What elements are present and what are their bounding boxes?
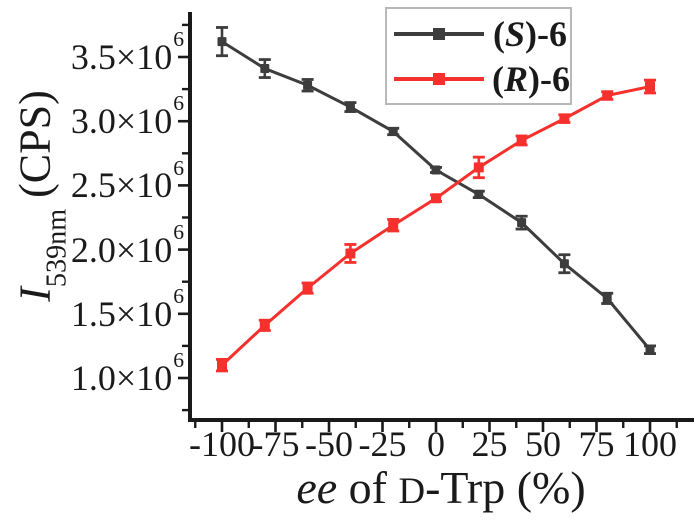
- data-point-marker: [388, 220, 399, 231]
- data-point-marker: [474, 189, 484, 199]
- data-point-marker: [345, 248, 356, 259]
- legend-item: (S)-6: [392, 12, 570, 56]
- y-axis-label-sub: 539nm: [41, 208, 73, 288]
- data-point-marker: [473, 162, 484, 173]
- x-axis-label: ee of D-Trp (%): [0, 463, 700, 516]
- legend-line-marker: [394, 72, 484, 85]
- x-axis-label-ee: ee: [296, 462, 338, 513]
- data-point-marker: [217, 360, 227, 371]
- data-point-marker: [260, 64, 270, 74]
- series-line-r6: [220, 85, 651, 367]
- x-axis-label-of: of: [337, 462, 399, 513]
- data-point-marker: [645, 81, 655, 92]
- y-axis-label-i: I: [11, 287, 60, 302]
- data-point-marker: [259, 320, 270, 331]
- data-point-marker: [217, 37, 227, 47]
- legend: (S)-6 (R)-6: [385, 7, 572, 105]
- legend-label: (S)-6: [493, 13, 568, 54]
- x-axis-label-d: D: [398, 470, 426, 511]
- data-point-marker: [516, 135, 527, 146]
- data-point-marker: [517, 218, 527, 228]
- legend-line-marker: [394, 27, 484, 40]
- data-point-marker: [645, 345, 655, 355]
- data-point-marker: [602, 293, 612, 303]
- legend-item: (R)-6: [392, 57, 570, 101]
- y-axis-label-cps: (CPS): [11, 90, 60, 209]
- data-point-marker: [431, 165, 441, 175]
- data-point-marker: [559, 113, 570, 124]
- x-axis-label-trp: -Trp (%): [425, 462, 586, 513]
- data-point-marker: [602, 90, 613, 101]
- data-point-marker: [302, 283, 313, 294]
- data-point-marker: [345, 102, 355, 112]
- legend-label: (R)-6: [492, 58, 570, 99]
- data-point-marker: [559, 259, 569, 269]
- data-point-marker: [388, 126, 398, 136]
- data-point-marker: [431, 193, 441, 204]
- data-point-marker: [303, 80, 313, 90]
